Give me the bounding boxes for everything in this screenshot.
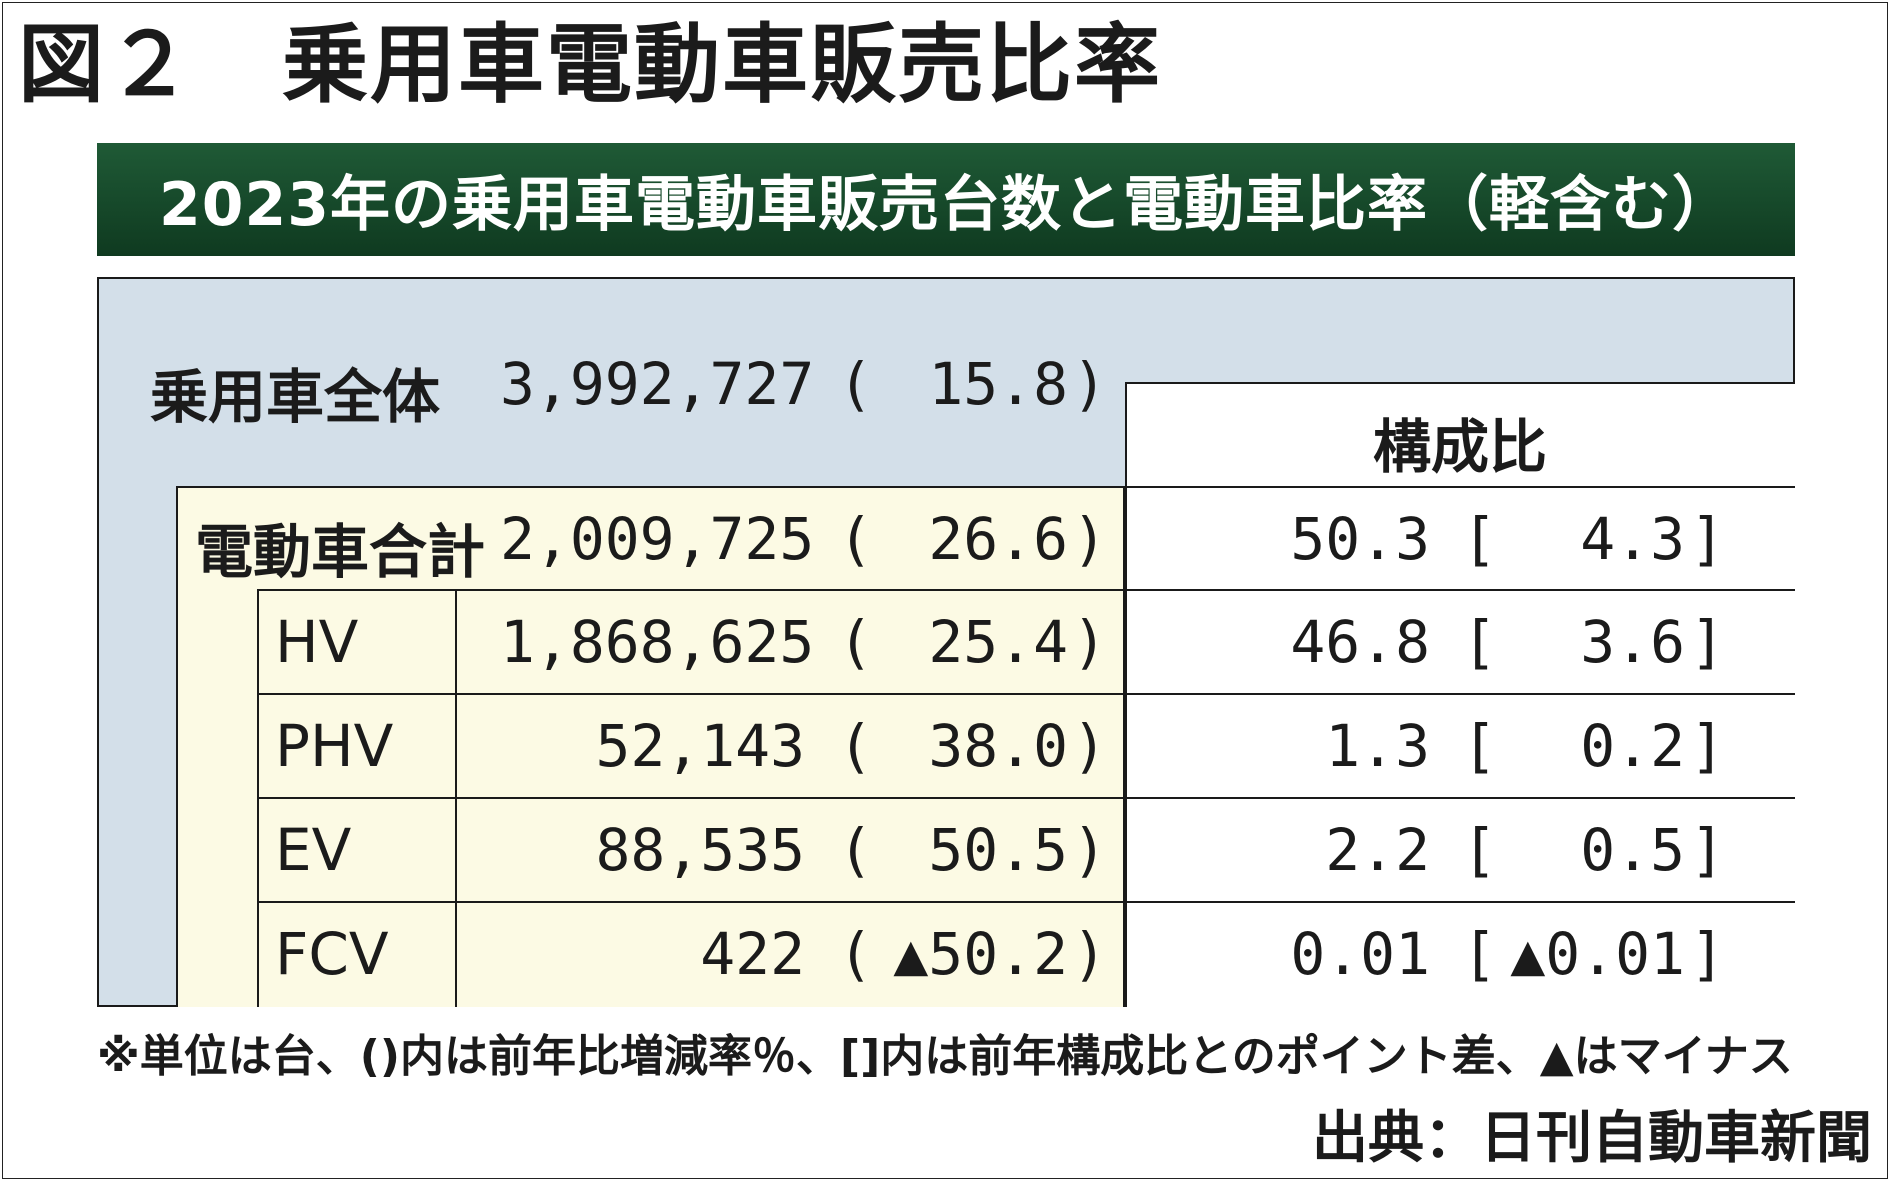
hv-label: HV xyxy=(275,608,359,676)
ev-total-label: 電動車合計 xyxy=(195,518,486,586)
figure-title: 図２ 乗用車電動車販売比率 xyxy=(18,15,1162,115)
fcv-open-paren: ( xyxy=(838,920,873,988)
ev-breakdown-block xyxy=(176,486,1125,1007)
hv-share: 46.8 xyxy=(1290,608,1430,676)
fcv-share-diff: ▲0.01 xyxy=(1510,920,1685,988)
ev-total-open-paren: ( xyxy=(838,505,873,573)
grid-line xyxy=(257,693,1795,695)
phv-units: 52,143 xyxy=(595,712,805,780)
share-header: 構成比 xyxy=(1372,413,1547,481)
hv-units: 1,868,625 xyxy=(500,608,815,676)
phv-share: 1.3 xyxy=(1325,712,1430,780)
phv-close-paren: ) xyxy=(1072,712,1107,780)
ev-share: 2.2 xyxy=(1325,816,1430,884)
ev-total-open-bracket: [ xyxy=(1462,505,1497,573)
source-credit: 出典：日刊自動車新聞 xyxy=(1312,1106,1872,1171)
ev-total-close-paren: ) xyxy=(1072,505,1107,573)
hv-share-diff: 3.6 xyxy=(1580,608,1685,676)
ev-share-diff: 0.5 xyxy=(1580,816,1685,884)
fcv-close-paren: ) xyxy=(1072,920,1107,988)
hv-close-bracket: ] xyxy=(1690,608,1725,676)
ev-yoy: 50.5 xyxy=(928,816,1068,884)
ev-total-close-bracket: ] xyxy=(1690,505,1725,573)
ev-total-units: 2,009,725 xyxy=(500,505,815,573)
grid-line xyxy=(257,589,1795,591)
grid-line xyxy=(455,589,457,1007)
phv-yoy: 38.0 xyxy=(928,712,1068,780)
fcv-close-bracket: ] xyxy=(1690,920,1725,988)
hv-open-paren: ( xyxy=(838,608,873,676)
fcv-share: 0.01 xyxy=(1290,920,1430,988)
grid-line xyxy=(257,589,259,1007)
ev-open-paren: ( xyxy=(838,816,873,884)
fcv-open-bracket: [ xyxy=(1462,920,1497,988)
grid-line xyxy=(1125,486,1795,488)
hv-yoy: 25.4 xyxy=(928,608,1068,676)
fcv-label: FCV xyxy=(275,920,389,988)
phv-close-bracket: ] xyxy=(1690,712,1725,780)
table-title-banner: 2023年の乗用車電動車販売台数と電動車比率（軽含む） xyxy=(97,143,1795,256)
fcv-units: 422 xyxy=(700,920,805,988)
total-row-close-paren: ) xyxy=(1072,350,1107,418)
total-row-yoy: 15.8 xyxy=(928,350,1068,418)
total-row-label: 乗用車全体 xyxy=(150,363,441,431)
phv-open-paren: ( xyxy=(838,712,873,780)
phv-open-bracket: [ xyxy=(1462,712,1497,780)
ev-total-share-diff: 4.3 xyxy=(1580,505,1685,573)
grid-line xyxy=(257,901,1795,903)
ev-units: 88,535 xyxy=(595,816,805,884)
hv-open-bracket: [ xyxy=(1462,608,1497,676)
grid-line xyxy=(257,797,1795,799)
total-row-open-paren: ( xyxy=(838,350,873,418)
table-title: 2023年の乗用車電動車販売台数と電動車比率（軽含む） xyxy=(159,170,1733,240)
ev-open-bracket: [ xyxy=(1462,816,1497,884)
ev-total-share: 50.3 xyxy=(1290,505,1430,573)
hv-close-paren: ) xyxy=(1072,608,1107,676)
phv-share-diff: 0.2 xyxy=(1580,712,1685,780)
ev-close-bracket: ] xyxy=(1690,816,1725,884)
ev-total-yoy: 26.6 xyxy=(928,505,1068,573)
ev-close-paren: ) xyxy=(1072,816,1107,884)
phv-label: PHV xyxy=(275,712,394,780)
ev-label: EV xyxy=(275,816,352,884)
fcv-yoy: ▲50.2 xyxy=(893,920,1068,988)
total-row-units: 3,992,727 xyxy=(500,350,815,418)
footnote: ※単位は台、()内は前年比増減率％、[]内は前年構成比とのポイント差、▲はマイナ… xyxy=(97,1031,1793,1082)
